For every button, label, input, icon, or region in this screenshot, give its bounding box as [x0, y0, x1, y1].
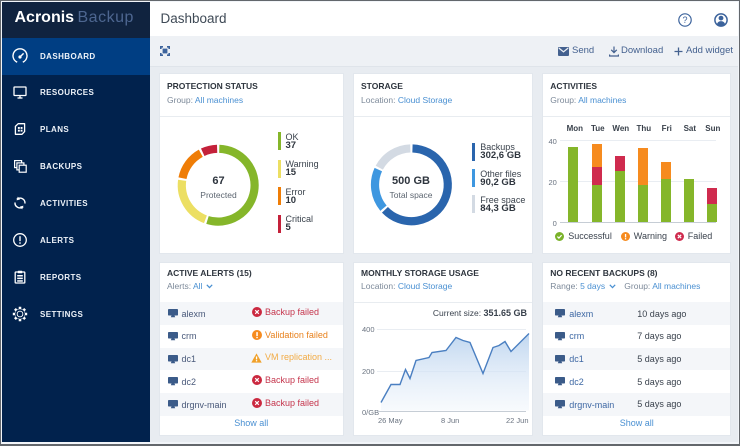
svg-text:?: ? [682, 15, 687, 25]
